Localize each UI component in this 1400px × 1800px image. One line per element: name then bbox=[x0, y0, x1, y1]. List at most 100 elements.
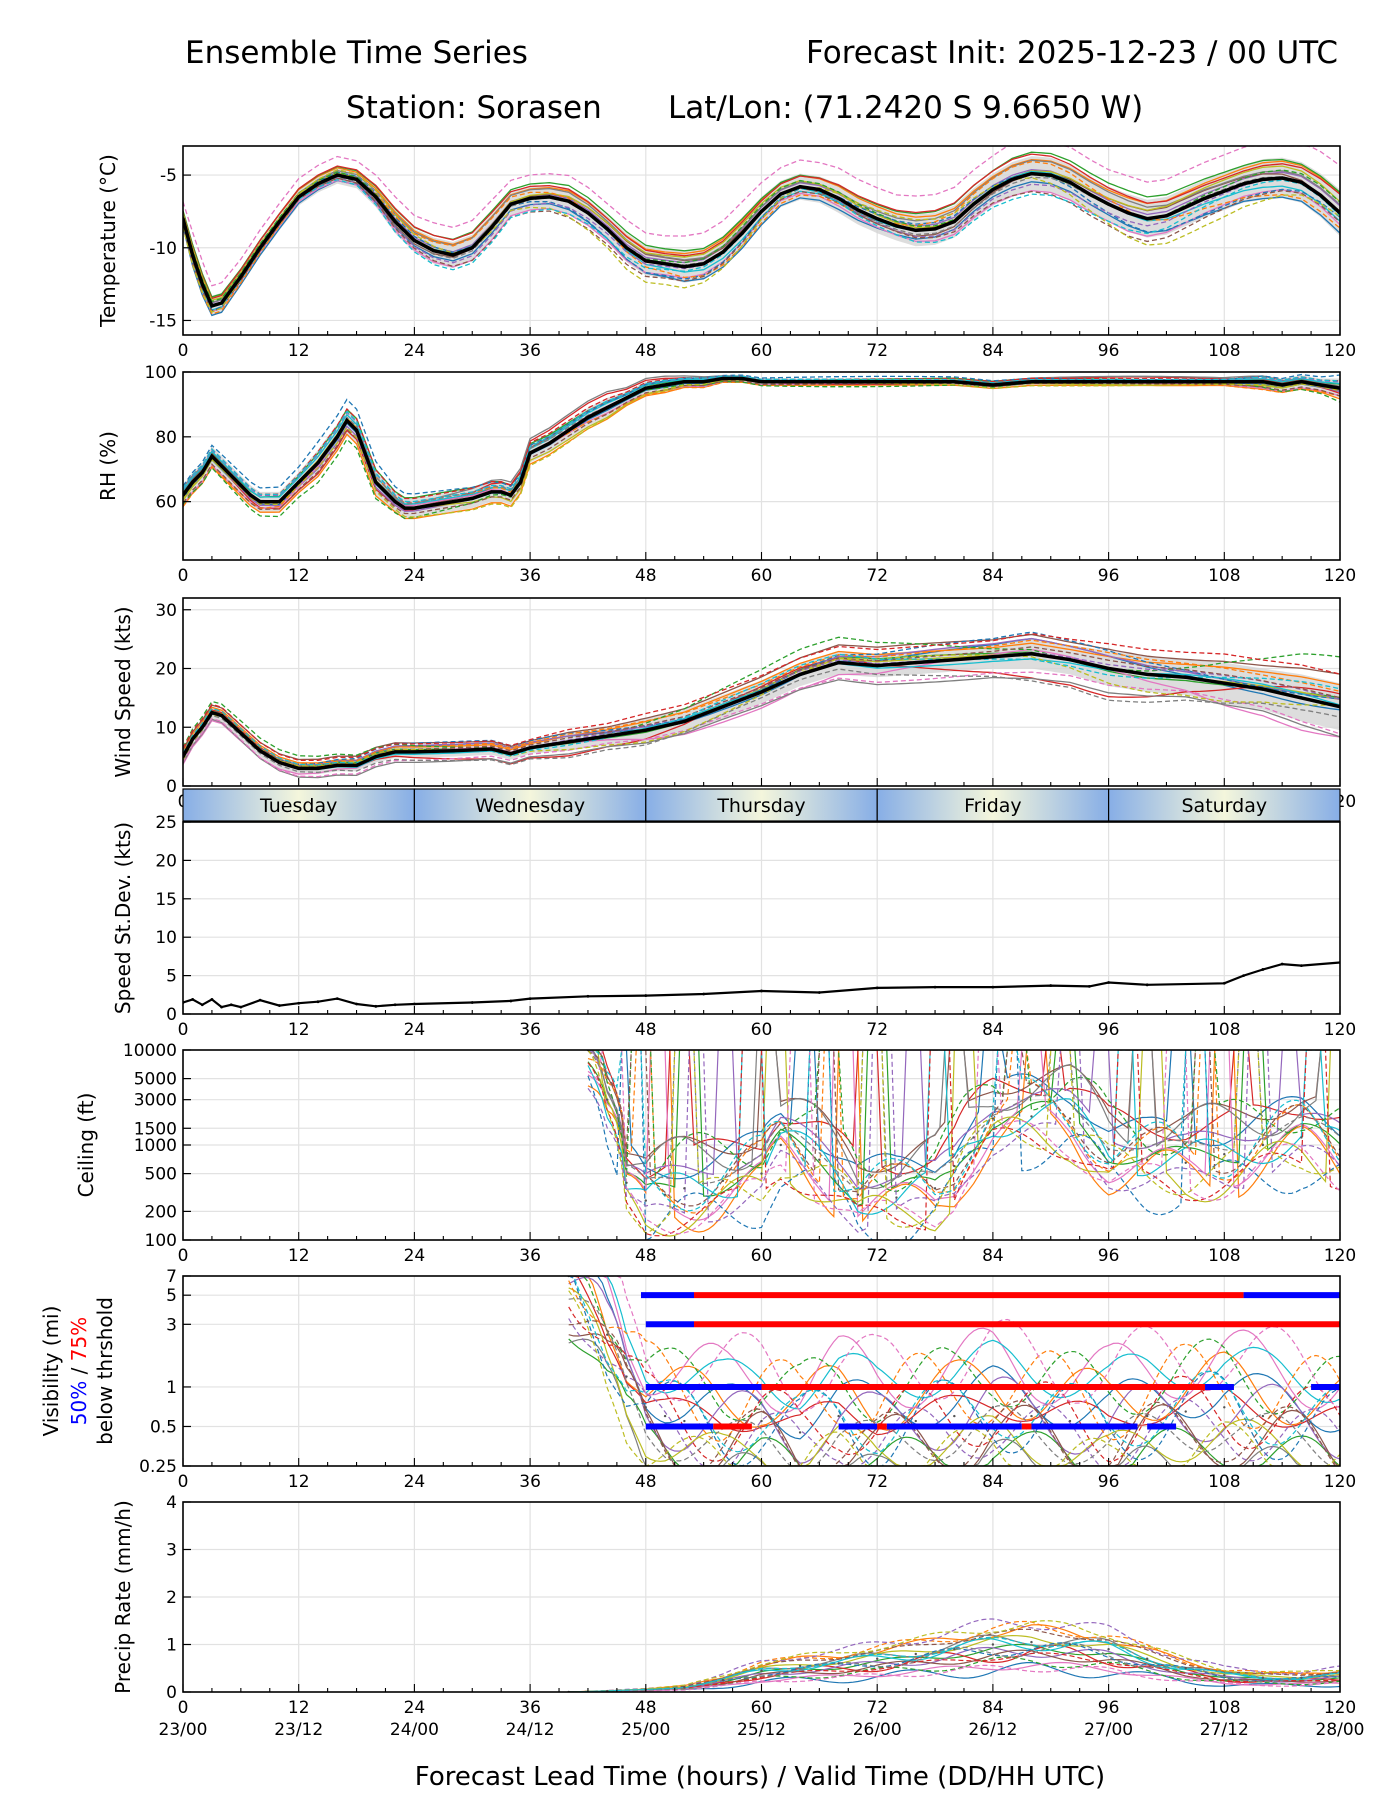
temperature-mean-point bbox=[1280, 176, 1284, 180]
precip-ytick-label: 1 bbox=[166, 1636, 177, 1656]
valid-time-label: 25/00 bbox=[621, 1720, 670, 1740]
rh-ytick-label: 80 bbox=[155, 428, 177, 448]
ceiling-point bbox=[1145, 1158, 1149, 1161]
speed_stdev-ytick-label: 15 bbox=[155, 890, 177, 910]
precip-ytick-label: 4 bbox=[166, 1493, 177, 1513]
temperature-mean-point bbox=[316, 182, 320, 186]
wind_speed-mean-point bbox=[489, 747, 494, 751]
rh-mean-point bbox=[316, 461, 320, 465]
precip-point bbox=[991, 1643, 995, 1646]
speed-stdev-point bbox=[470, 1001, 474, 1004]
ceiling-ytick-label: 200 bbox=[145, 1202, 177, 1222]
rh-mean-point bbox=[239, 483, 243, 488]
rh-mean-point bbox=[567, 428, 571, 432]
visibility-ytick-label: 7 bbox=[166, 1267, 177, 1287]
ceiling-member-line bbox=[587, 1050, 1340, 1190]
speed_stdev-ytick-label: 0 bbox=[166, 1005, 177, 1025]
valid-time-label: 23/00 bbox=[159, 1720, 208, 1740]
rh-mean-point bbox=[1029, 380, 1034, 384]
temperature-mean-point bbox=[470, 246, 474, 250]
temperature-mean-point bbox=[1145, 217, 1149, 221]
precip-xtick-label: 36 bbox=[519, 1698, 541, 1718]
speed_stdev-xtick-label: 24 bbox=[404, 1020, 426, 1040]
ceiling-member-line bbox=[588, 1050, 1340, 1180]
rh-mean-point bbox=[210, 454, 214, 458]
temperature-mean-point bbox=[605, 227, 609, 231]
ceiling-xtick-label: 72 bbox=[866, 1246, 888, 1266]
temperature-mean-point bbox=[219, 301, 224, 305]
speed-stdev-point bbox=[1222, 981, 1226, 985]
temperature-mean-point bbox=[798, 185, 802, 189]
visibility-member-line bbox=[568, 1287, 1340, 1466]
ceiling-ytick-label: 10000 bbox=[123, 1041, 177, 1061]
temperature-mean-point bbox=[1241, 182, 1246, 186]
rh-mean-point bbox=[721, 376, 725, 381]
rh-xtick-label: 120 bbox=[1324, 566, 1356, 586]
temperature-mean-point bbox=[991, 188, 995, 192]
precip-ytick-label: 2 bbox=[166, 1588, 177, 1608]
rh-mean-point bbox=[682, 380, 686, 384]
precip-xtick-label: 108 bbox=[1208, 1698, 1240, 1718]
temperature-xtick-label: 96 bbox=[1098, 341, 1120, 361]
rh-member-line bbox=[183, 373, 1340, 495]
temperature-mean-point bbox=[1261, 177, 1265, 182]
x-axis-label: Forecast Lead Time (hours) / Valid Time … bbox=[415, 1762, 1105, 1792]
speed-stdev-point bbox=[509, 999, 513, 1003]
ceiling-member-line bbox=[587, 1050, 1340, 1221]
visibility-pct-label: 50% / 75% bbox=[67, 1317, 91, 1425]
temperature-mean-point bbox=[644, 259, 648, 263]
temperature-member-line bbox=[183, 171, 1340, 312]
temperature-mean-point bbox=[335, 173, 339, 177]
rh-mean-point bbox=[403, 506, 407, 510]
temperature-mean-point bbox=[1203, 196, 1207, 200]
visibility-point bbox=[683, 1419, 686, 1423]
temperature-mean-point bbox=[1164, 214, 1169, 218]
rh-mean-point bbox=[1145, 380, 1149, 384]
ceiling-xtick-label: 120 bbox=[1324, 1246, 1356, 1266]
wind_speed-mean-point bbox=[335, 763, 339, 768]
temperature-mean-point bbox=[412, 238, 416, 243]
rh-mean-point bbox=[837, 380, 841, 384]
wind_speed-mean-line bbox=[183, 652, 1340, 771]
wind_speed-mean-point bbox=[798, 672, 802, 676]
wind_speed-mean-point bbox=[258, 749, 262, 753]
temperature-xtick-label: 120 bbox=[1324, 341, 1356, 361]
visibility-point bbox=[1068, 1419, 1072, 1423]
rh-mean-point bbox=[605, 406, 609, 410]
speed-stdev-point bbox=[355, 1002, 358, 1006]
speed-stdev-point bbox=[991, 985, 995, 989]
precip-point bbox=[837, 1662, 840, 1665]
speed-stdev-point bbox=[191, 998, 195, 1001]
visibility-member-line bbox=[568, 1276, 1340, 1423]
speed-stdev-point bbox=[1280, 962, 1284, 966]
ceiling-grid bbox=[183, 1049, 1340, 1241]
ceiling-point bbox=[1261, 1143, 1265, 1147]
speed-stdev-point bbox=[258, 998, 262, 1002]
visibility-point bbox=[914, 1419, 917, 1423]
ceiling-point bbox=[644, 1199, 647, 1202]
ceiling-point bbox=[856, 1193, 860, 1196]
precip-member-line bbox=[568, 1664, 1340, 1692]
day-band-label: Wednesday bbox=[475, 795, 585, 817]
speed-stdev-point bbox=[229, 1003, 233, 1007]
speed_stdev-y-axis: 0 5 10 15 20 25 0 12 24 36 48 60 72 84 96 108 120 bbox=[155, 813, 1356, 1040]
wind_speed-mean-point bbox=[644, 728, 648, 732]
valid-time-label: 24/12 bbox=[506, 1720, 555, 1740]
speed-stdev-point bbox=[1087, 984, 1091, 988]
day-band-label: Thursday bbox=[716, 795, 805, 817]
valid-time-label: 23/12 bbox=[274, 1720, 323, 1740]
wind_speed-mean-point bbox=[1261, 687, 1265, 691]
temperature-mean-point bbox=[547, 195, 551, 199]
speed-stdev-point bbox=[875, 986, 879, 990]
temperature-mean-point bbox=[509, 202, 513, 206]
rh-mean-point bbox=[1107, 380, 1111, 384]
temperature-xtick-label: 84 bbox=[982, 341, 1004, 361]
rh-mean-point bbox=[229, 474, 233, 478]
precip-ytick-label: 3 bbox=[166, 1541, 177, 1561]
speed_stdev-xtick-label: 0 bbox=[178, 1020, 189, 1040]
temperature-mean-point bbox=[1184, 205, 1188, 209]
precip-point bbox=[1145, 1657, 1149, 1660]
